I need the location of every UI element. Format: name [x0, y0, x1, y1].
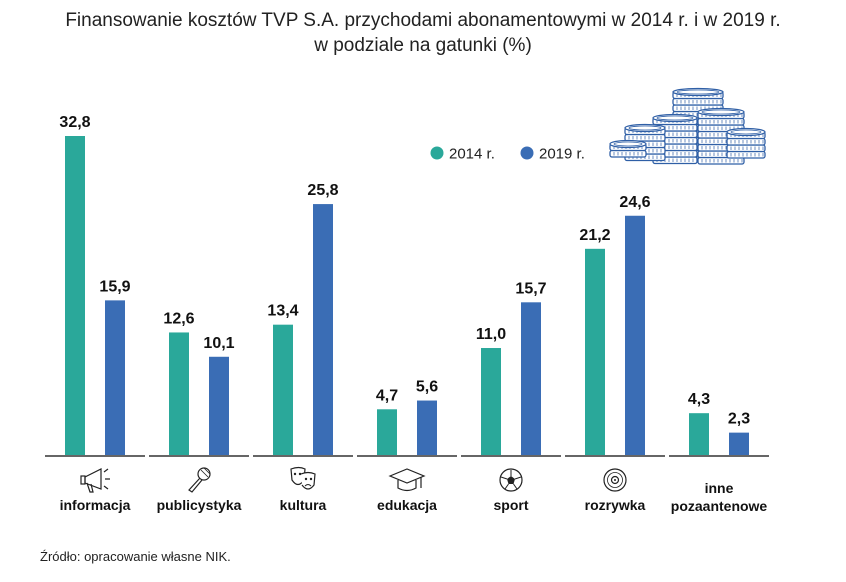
category-label: informacja — [60, 497, 131, 513]
data-label: 2,3 — [728, 411, 750, 428]
source-note: Źródło: opracowanie własne NIK. — [40, 549, 231, 564]
chart-title: Finansowanie kosztów TVP S.A. przychodam… — [0, 8, 846, 58]
bar-2019 — [417, 400, 437, 455]
chart-title-line1: Finansowanie kosztów TVP S.A. przychodam… — [65, 10, 781, 31]
data-label: 10,1 — [203, 335, 234, 352]
data-label: 24,6 — [619, 194, 650, 211]
bar-2019 — [729, 432, 749, 455]
bar-2019 — [313, 204, 333, 455]
bar-2019 — [105, 300, 125, 455]
data-label: 4,3 — [688, 391, 710, 408]
data-label: 15,9 — [99, 278, 130, 295]
data-label: 11,0 — [476, 326, 506, 343]
category-label: edukacja — [377, 497, 437, 513]
bar-2014 — [273, 324, 293, 455]
megaphone-icon — [80, 468, 110, 493]
legend-label: 2019 r. — [539, 146, 585, 163]
legend-marker — [520, 146, 534, 160]
theater-masks-icon — [290, 466, 316, 490]
bar-2019 — [625, 215, 645, 455]
bar-2014 — [585, 248, 605, 455]
bar-2014 — [65, 136, 85, 455]
bar-2019 — [209, 356, 229, 455]
data-label: 4,7 — [376, 387, 398, 404]
legend-marker — [430, 146, 444, 160]
category-label: pozaantenowe — [671, 498, 768, 514]
data-label: 13,4 — [267, 303, 298, 320]
soccer-ball-icon — [499, 468, 523, 492]
vinyl-record-icon — [603, 468, 627, 492]
graduation-cap-icon — [388, 468, 426, 492]
bar-2014 — [481, 348, 501, 455]
data-label: 15,7 — [515, 280, 546, 297]
category-label: inne — [705, 480, 734, 496]
microphone-icon — [188, 467, 211, 493]
coins-stack-icon — [609, 87, 766, 165]
category-label: publicystyka — [157, 497, 242, 513]
category-label: rozrywka — [585, 497, 646, 513]
data-label: 12,6 — [163, 310, 194, 327]
data-label: 21,2 — [579, 227, 610, 244]
bar-2019 — [521, 302, 541, 455]
data-label: 25,8 — [307, 182, 338, 199]
bar-2014 — [689, 413, 709, 455]
legend-label: 2014 r. — [449, 146, 495, 163]
bar-2014 — [377, 409, 397, 455]
data-label: 5,6 — [416, 379, 438, 396]
bar-2014 — [169, 332, 189, 455]
category-label: kultura — [280, 497, 327, 513]
category-label: sport — [494, 497, 529, 513]
data-label: 32,8 — [59, 114, 90, 131]
chart-title-line2: w podziale na gatunki (%) — [314, 35, 532, 56]
